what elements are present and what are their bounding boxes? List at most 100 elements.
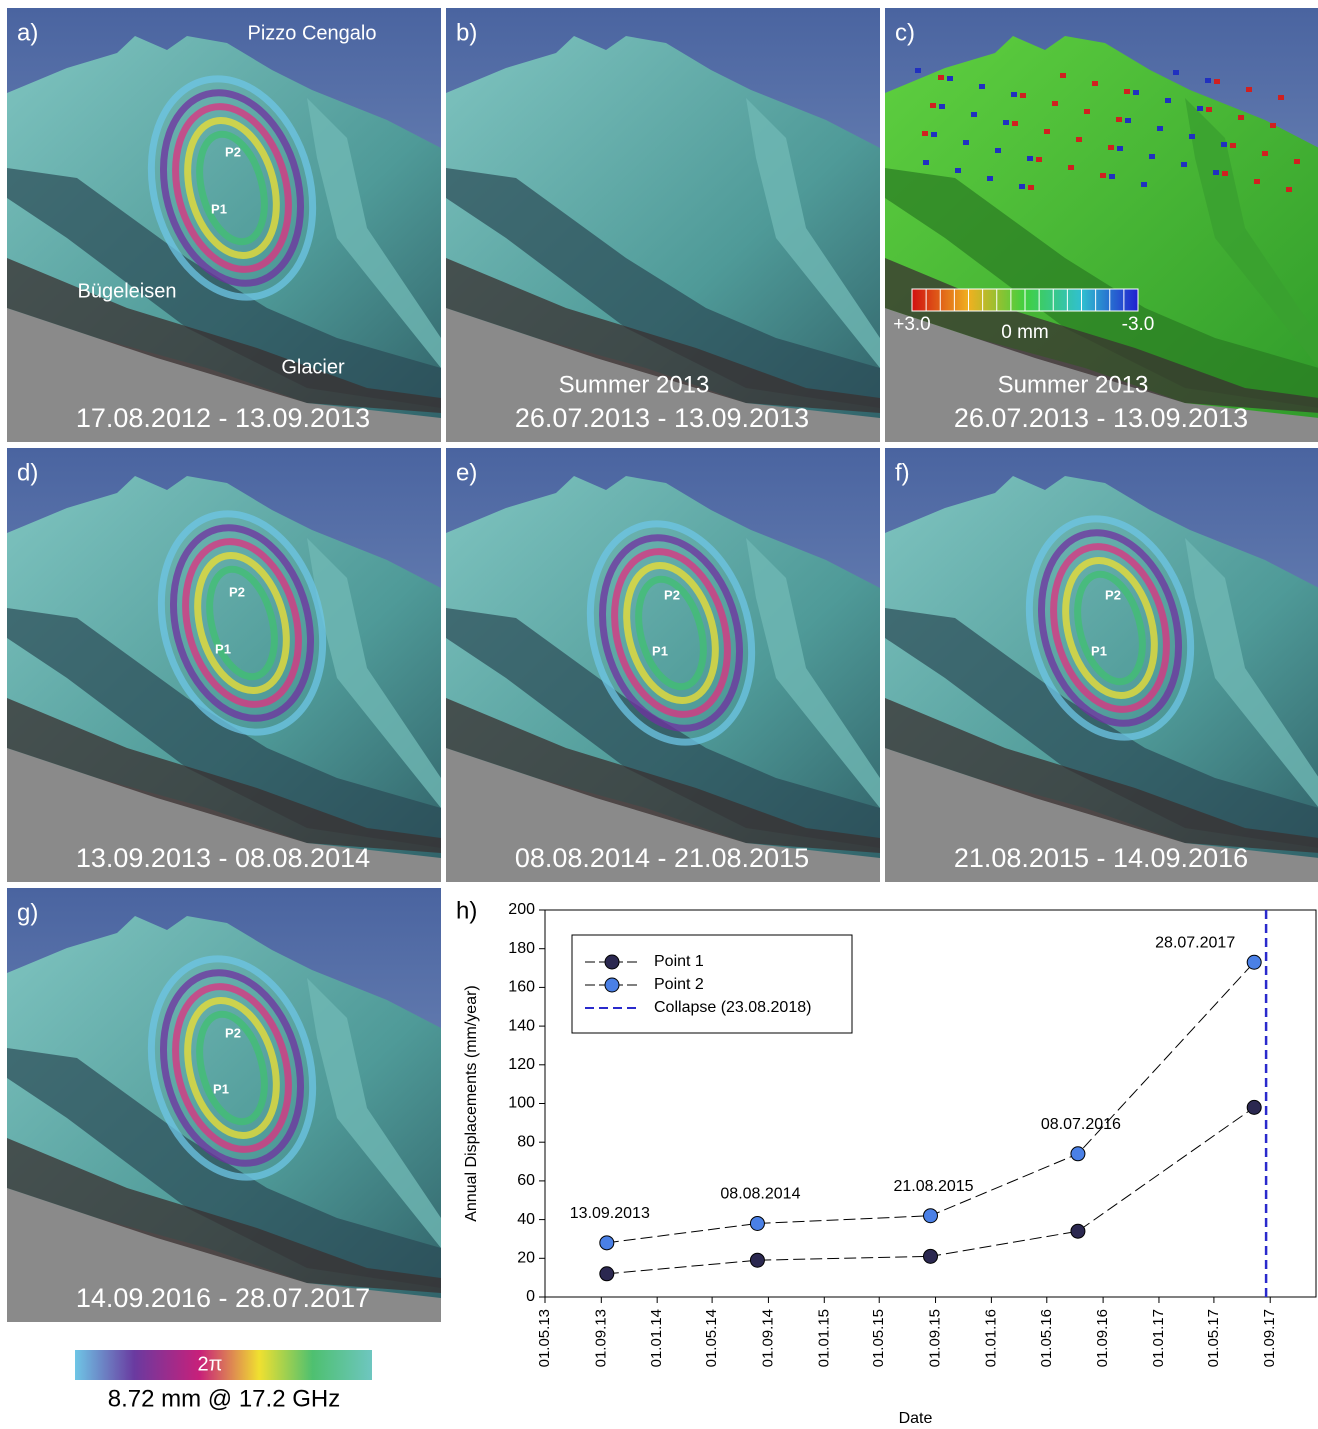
noise-pixel — [1157, 126, 1163, 131]
x-tick-label: 01.09.16 — [1094, 1309, 1111, 1367]
y-tick-label: 20 — [517, 1250, 535, 1267]
date-label: 08.07.2016 — [1041, 1116, 1121, 1133]
panel-label: e) — [456, 459, 477, 486]
noise-pixel — [1278, 95, 1284, 100]
annotation: P1 — [652, 643, 668, 658]
phase-label: 2π — [198, 1353, 223, 1375]
photo-panel: e) P2 P1 08.08.2014 - 21.08.2015 — [446, 448, 880, 882]
legend-label: Collapse (23.08.2018) — [654, 999, 811, 1016]
data-point — [924, 1249, 938, 1263]
noise-pixel — [930, 103, 936, 108]
y-tick-label: 40 — [517, 1211, 535, 1228]
noise-pixel — [1125, 118, 1131, 123]
annotation: Bügeleisen — [78, 280, 177, 302]
noise-pixel — [1012, 121, 1018, 126]
noise-pixel — [1109, 174, 1115, 179]
x-axis-label: Date — [899, 1410, 933, 1427]
noise-pixel — [1181, 162, 1187, 167]
annotation: P1 — [213, 1081, 229, 1096]
noise-pixel — [1214, 79, 1220, 84]
data-point — [750, 1216, 764, 1230]
x-tick-label: 01.01.17 — [1150, 1309, 1167, 1367]
noise-pixel — [1133, 90, 1139, 95]
x-tick-label: 01.05.13 — [536, 1309, 553, 1367]
noise-pixel — [915, 68, 921, 73]
date-label: 21.08.2015 — [893, 1178, 973, 1195]
annotation: Glacier — [281, 356, 345, 378]
noise-pixel — [1108, 145, 1114, 150]
y-axis-label: Annual Displacements (mm/year) — [463, 985, 480, 1222]
noise-pixel — [923, 160, 929, 165]
noise-pixel — [1141, 182, 1147, 187]
data-point — [1247, 1100, 1261, 1114]
x-tick-label: 01.01.15 — [815, 1309, 832, 1367]
noise-pixel — [1270, 123, 1276, 128]
noise-pixel — [1294, 159, 1300, 164]
phase-caption: 8.72 mm @ 17.2 GHz — [108, 1385, 340, 1412]
annotation: Summer 2013 — [998, 371, 1149, 398]
noise-pixel — [979, 84, 985, 89]
noise-pixel — [947, 76, 953, 81]
noise-pixel — [1044, 129, 1050, 134]
noise-pixel — [1068, 165, 1074, 170]
panel-label: c) — [895, 19, 915, 46]
panel-label: a) — [17, 19, 38, 46]
y-tick-label: 100 — [508, 1095, 535, 1112]
annotation: Summer 2013 — [559, 371, 710, 398]
noise-pixel — [1028, 185, 1034, 190]
annotation: P2 — [664, 587, 680, 602]
annotation: Pizzo Cengalo — [248, 22, 377, 44]
panel-label: f) — [895, 459, 910, 486]
noise-pixel — [922, 131, 928, 136]
noise-pixel — [1116, 117, 1122, 122]
noise-pixel — [1100, 173, 1106, 178]
noise-pixel — [1124, 89, 1130, 94]
scale-label: -3.0 — [1122, 314, 1155, 335]
noise-pixel — [1076, 137, 1082, 142]
x-tick-label: 01.01.14 — [648, 1309, 665, 1367]
annotation: P1 — [1091, 643, 1107, 658]
data-point — [1071, 1147, 1085, 1161]
noise-pixel — [1003, 120, 1009, 125]
panel-caption: 26.07.2013 - 13.09.2013 — [515, 403, 809, 433]
noise-pixel — [1189, 134, 1195, 139]
date-label: 13.09.2013 — [570, 1205, 650, 1222]
noise-pixel — [1027, 156, 1033, 161]
noise-pixel — [963, 140, 969, 145]
phase-colorbar — [75, 1350, 372, 1380]
photo-panel: a)Pizzo CengaloP2P1BügeleisenGlacier17.0… — [7, 8, 441, 442]
y-tick-label: 80 — [517, 1133, 535, 1150]
x-tick-label: 01.05.17 — [1205, 1309, 1222, 1367]
noise-pixel — [1254, 179, 1260, 184]
photo-panel: g)P2P114.09.2016 - 28.07.2017 — [7, 888, 441, 1322]
y-tick-label: 0 — [526, 1288, 535, 1305]
noise-pixel — [1246, 87, 1252, 92]
panel-caption: 14.09.2016 - 28.07.2017 — [76, 1283, 370, 1313]
noise-pixel — [1149, 154, 1155, 159]
noise-pixel — [971, 112, 977, 117]
noise-pixel — [1205, 78, 1211, 83]
noise-pixel — [1173, 70, 1179, 75]
panel-caption: 17.08.2012 - 13.09.2013 — [76, 403, 370, 433]
noise-pixel — [1222, 171, 1228, 176]
y-tick-label: 120 — [508, 1056, 535, 1073]
annotation: P2 — [225, 1025, 241, 1040]
legend-marker — [605, 955, 619, 969]
noise-pixel — [1286, 187, 1292, 192]
data-point — [1247, 955, 1261, 969]
noise-pixel — [987, 176, 993, 181]
panel-caption: 26.07.2013 - 13.09.2013 — [954, 403, 1248, 433]
y-tick-label: 140 — [508, 1017, 535, 1034]
noise-pixel — [1011, 92, 1017, 97]
noise-pixel — [955, 168, 961, 173]
panel-label: h) — [456, 897, 477, 924]
panel-caption: 21.08.2015 - 14.09.2016 — [954, 843, 1248, 873]
data-point — [750, 1253, 764, 1267]
noise-pixel — [1019, 184, 1025, 189]
noise-pixel — [1020, 93, 1026, 98]
panel-caption: 08.08.2014 - 21.08.2015 — [515, 843, 809, 873]
annotation: P1 — [211, 201, 227, 216]
noise-pixel — [1092, 81, 1098, 86]
noise-pixel — [1221, 142, 1227, 147]
